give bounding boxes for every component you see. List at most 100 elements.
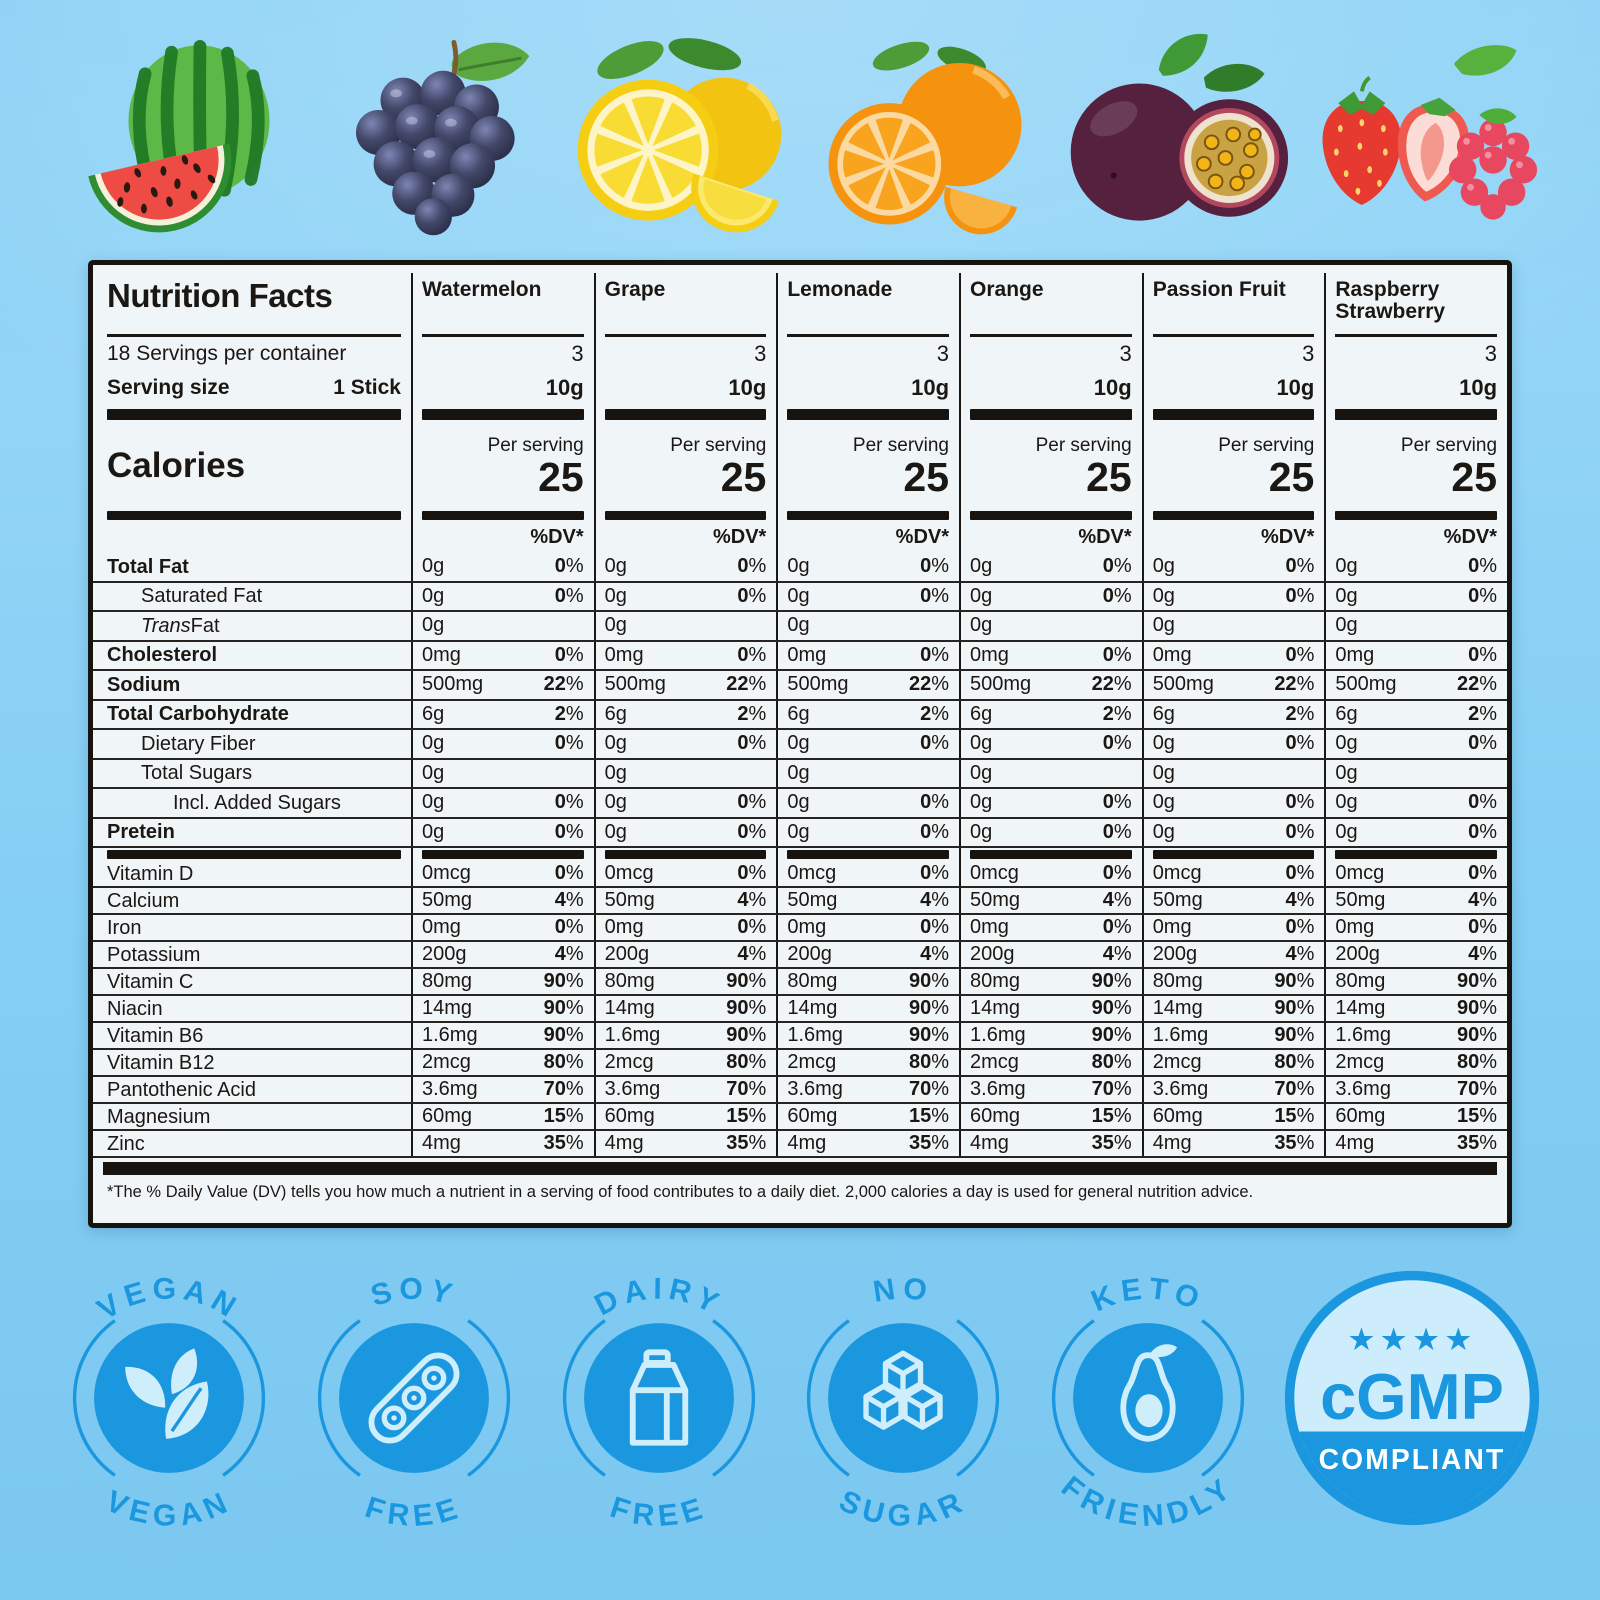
flavor-calories: Per serving 25 — [1141, 423, 1325, 509]
dv-header: %DV* — [411, 522, 594, 553]
amount: 6g — [604, 702, 627, 725]
thick-bar — [970, 511, 1132, 520]
daily-value: 22% — [1456, 673, 1498, 696]
nutrient-value-cell: 0g 0% — [593, 789, 777, 817]
daily-value: 0% — [1468, 732, 1498, 755]
nutrient-row-magnesium: Magnesium 60mg 15% 60mg 15% 60mg 15% 60mg 15% 60m… — [93, 1104, 1507, 1131]
calories-value: 25 — [903, 453, 950, 500]
badge-arc-top-text: DAIRY — [589, 1272, 728, 1322]
badge-arc-top-text: KETO — [1087, 1272, 1209, 1318]
nutrient-value-cell: 2mcg 80% — [1324, 1050, 1507, 1075]
flavor-underline — [1152, 334, 1315, 337]
nutrient-row-incl-added-sugars: Incl. Added Sugars 0g 0% 0g 0% 0g 0% 0g 0% 0g 0% 0g… — [93, 789, 1507, 819]
daily-value: 0% — [737, 916, 767, 938]
nutrient-value-cell: 0g — [776, 759, 959, 787]
amount: 3.6mg — [970, 1078, 1026, 1100]
nutrient-value-cell: 0mcg 0% — [593, 861, 777, 886]
amount: 50mg — [422, 889, 473, 911]
bar-cell — [1141, 406, 1325, 423]
amount: 0g — [787, 555, 810, 578]
flavor-serving-size: 10g — [411, 370, 594, 406]
bar-cell — [776, 406, 959, 423]
daily-value: 90% — [543, 1024, 584, 1046]
amount: 2mcg — [787, 1051, 837, 1073]
nutrient-value-cell: 0g — [411, 612, 594, 640]
daily-value: 0% — [1102, 791, 1132, 814]
amount: 2mcg — [970, 1051, 1019, 1073]
nutrient-value-cell: 0g — [593, 612, 777, 640]
nutrient-value-cell: 2mcg 80% — [1141, 1050, 1325, 1075]
amount: 500mg — [1152, 673, 1214, 696]
daily-value: 0% — [1468, 916, 1498, 938]
flavor-underline — [970, 334, 1132, 337]
nutrient-label: Pretein — [107, 821, 175, 844]
title-underline — [107, 334, 401, 337]
thick-bar — [107, 409, 401, 420]
dv-header: %DV* — [1324, 522, 1507, 553]
thick-bar — [1152, 850, 1315, 859]
thick-bar — [1152, 511, 1315, 520]
nutrient-value-cell: 50mg 4% — [593, 888, 777, 913]
nutrient-value-cell: 0g 0% — [1141, 818, 1325, 846]
daily-value: 0% — [554, 916, 584, 938]
badge-vegan-vegan: VEGAN VEGAN — [72, 1273, 266, 1533]
daily-value: 0% — [920, 791, 950, 814]
daily-value: 0% — [554, 732, 584, 755]
nutrient-value-cell: 4mg 35% — [1324, 1131, 1507, 1156]
nutrient-label: Magnesium — [107, 1105, 211, 1128]
nutrient-value-cell: 0g 0% — [959, 582, 1142, 610]
daily-value-header-row: %DV* %DV* %DV* %DV* %DV* %DV* — [93, 522, 1507, 553]
daily-value: 2% — [1102, 702, 1132, 725]
flavor-calories: Per serving 25 — [776, 423, 959, 509]
nutrient-value-cell: 14mg 90% — [959, 996, 1142, 1021]
nutrient-row-sodium: Sodium 500mg 22% 500mg 22% 500mg 22% 500mg 22% 50… — [93, 671, 1507, 701]
flavor-underline — [1335, 334, 1498, 337]
flavor-servings: 3 — [593, 337, 777, 370]
nutrient-value-cell: 1.6mg 90% — [411, 1023, 594, 1048]
thick-bar — [970, 850, 1132, 859]
amount: 0g — [1152, 820, 1175, 843]
amount: 6g — [1152, 702, 1175, 725]
daily-value: 0% — [1102, 916, 1132, 938]
nutrient-value-cell: 50mg 4% — [1324, 888, 1507, 913]
nutrient-value-cell: 0g 0% — [1324, 553, 1507, 581]
amount: 0mg — [970, 916, 1009, 938]
amount: 0g — [787, 820, 810, 843]
daily-value: 4% — [737, 889, 767, 911]
amount: 0g — [422, 614, 445, 637]
amount: 200g — [1152, 943, 1198, 965]
nutrient-value-cell: 2mcg 80% — [593, 1050, 777, 1075]
nutrient-row-total-carbohydrate: Total Carbohydrate 6g 2% 6g 2% 6g 2% 6g 2% 6g 2% 6g… — [93, 700, 1507, 730]
per-serving-label: Per serving — [670, 435, 767, 457]
amount: 3.6mg — [1335, 1078, 1391, 1100]
nutrient-value-cell: 0mg 0% — [1141, 641, 1325, 669]
amount: 500mg — [1335, 673, 1397, 696]
nutrient-value-cell: 0g — [1324, 612, 1507, 640]
calories-value: 25 — [720, 453, 767, 500]
daily-value: 35% — [1091, 1132, 1132, 1154]
daily-value: 70% — [1274, 1078, 1315, 1100]
nutrient-value-cell: 0g 0% — [593, 582, 777, 610]
nutrient-value-cell: 60mg 15% — [1324, 1104, 1507, 1129]
flavor-header-raspberry-strawberry: Raspberry Strawberry — [1324, 273, 1507, 337]
amount: 500mg — [422, 673, 484, 696]
nutrient-value-cell: 200g 4% — [411, 942, 594, 967]
nutrient-label: Vitamin D — [107, 862, 194, 885]
daily-value: 15% — [543, 1105, 584, 1127]
thick-bar — [604, 511, 767, 520]
nutrient-value-cell: 0g 0% — [776, 818, 959, 846]
amount: 0mg — [1335, 643, 1375, 666]
nutrient-value-cell: 0mg 0% — [1324, 915, 1507, 940]
amount: 60mg — [787, 1105, 838, 1127]
stars-icon: ★★★★ — [1347, 1322, 1476, 1358]
bar-cell — [593, 509, 777, 522]
amount: 6g — [970, 702, 993, 725]
nutrient-value-cell: 0mg 0% — [593, 641, 777, 669]
daily-value: 2% — [1468, 702, 1498, 725]
nutrient-value-cell: 0mcg 0% — [959, 861, 1142, 886]
amount: 60mg — [422, 1105, 473, 1127]
daily-value: 35% — [726, 1132, 767, 1154]
amount: 0g — [970, 555, 993, 578]
nutrient-value-cell: 0g 0% — [1141, 553, 1325, 581]
nutrient-row-vitamin-d: Vitamin D 0mcg 0% 0mcg 0% 0mcg 0% 0mcg 0% 0mcg 0% 0… — [93, 861, 1507, 888]
